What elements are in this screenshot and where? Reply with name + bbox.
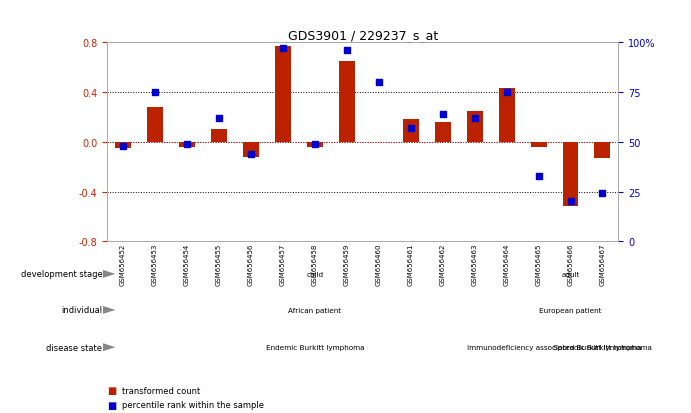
Text: adult: adult: [561, 271, 580, 277]
Text: Endemic Burkitt lymphoma: Endemic Burkitt lymphoma: [265, 344, 364, 350]
Point: [501, 90, 512, 96]
Point: [437, 112, 448, 118]
Point: [149, 90, 160, 96]
Text: European patient: European patient: [539, 307, 602, 313]
Bar: [403, 120, 419, 142]
Text: Immunodeficiency associated Burkitt lymphoma: Immunodeficiency associated Burkitt lymp…: [467, 344, 642, 350]
Point: [277, 46, 288, 52]
Point: [469, 115, 480, 122]
Bar: [211, 130, 227, 142]
Bar: [499, 89, 515, 142]
Text: ■: ■: [107, 400, 116, 410]
Text: ■: ■: [107, 385, 116, 395]
Text: child: child: [306, 271, 323, 277]
Title: GDS3901 / 229237_s_at: GDS3901 / 229237_s_at: [287, 29, 438, 42]
Bar: [339, 62, 354, 142]
Point: [533, 173, 544, 180]
Polygon shape: [103, 343, 115, 351]
Point: [245, 151, 256, 158]
Bar: [115, 142, 131, 149]
Point: [214, 115, 225, 122]
Point: [597, 191, 608, 197]
Point: [405, 125, 416, 132]
Text: transformed count: transformed count: [122, 386, 200, 395]
Bar: [147, 108, 163, 142]
Bar: [562, 142, 578, 207]
Bar: [594, 142, 610, 159]
Polygon shape: [103, 306, 115, 314]
Bar: [531, 142, 547, 147]
Text: Sporadic Burkitt lymphoma: Sporadic Burkitt lymphoma: [553, 344, 652, 350]
Text: disease state: disease state: [46, 343, 102, 352]
Text: African patient: African patient: [288, 307, 341, 313]
Bar: [179, 142, 195, 147]
Text: individual: individual: [61, 306, 102, 315]
Point: [310, 141, 321, 148]
Bar: [435, 123, 451, 142]
Bar: [243, 142, 259, 157]
Bar: [307, 142, 323, 147]
Bar: [275, 47, 291, 142]
Polygon shape: [103, 270, 115, 278]
Point: [373, 80, 384, 86]
Text: percentile rank within the sample: percentile rank within the sample: [122, 400, 264, 409]
Point: [565, 199, 576, 205]
Point: [182, 141, 193, 148]
Point: [117, 143, 129, 150]
Point: [341, 48, 352, 55]
Text: development stage: development stage: [21, 270, 102, 279]
Bar: [466, 112, 482, 142]
